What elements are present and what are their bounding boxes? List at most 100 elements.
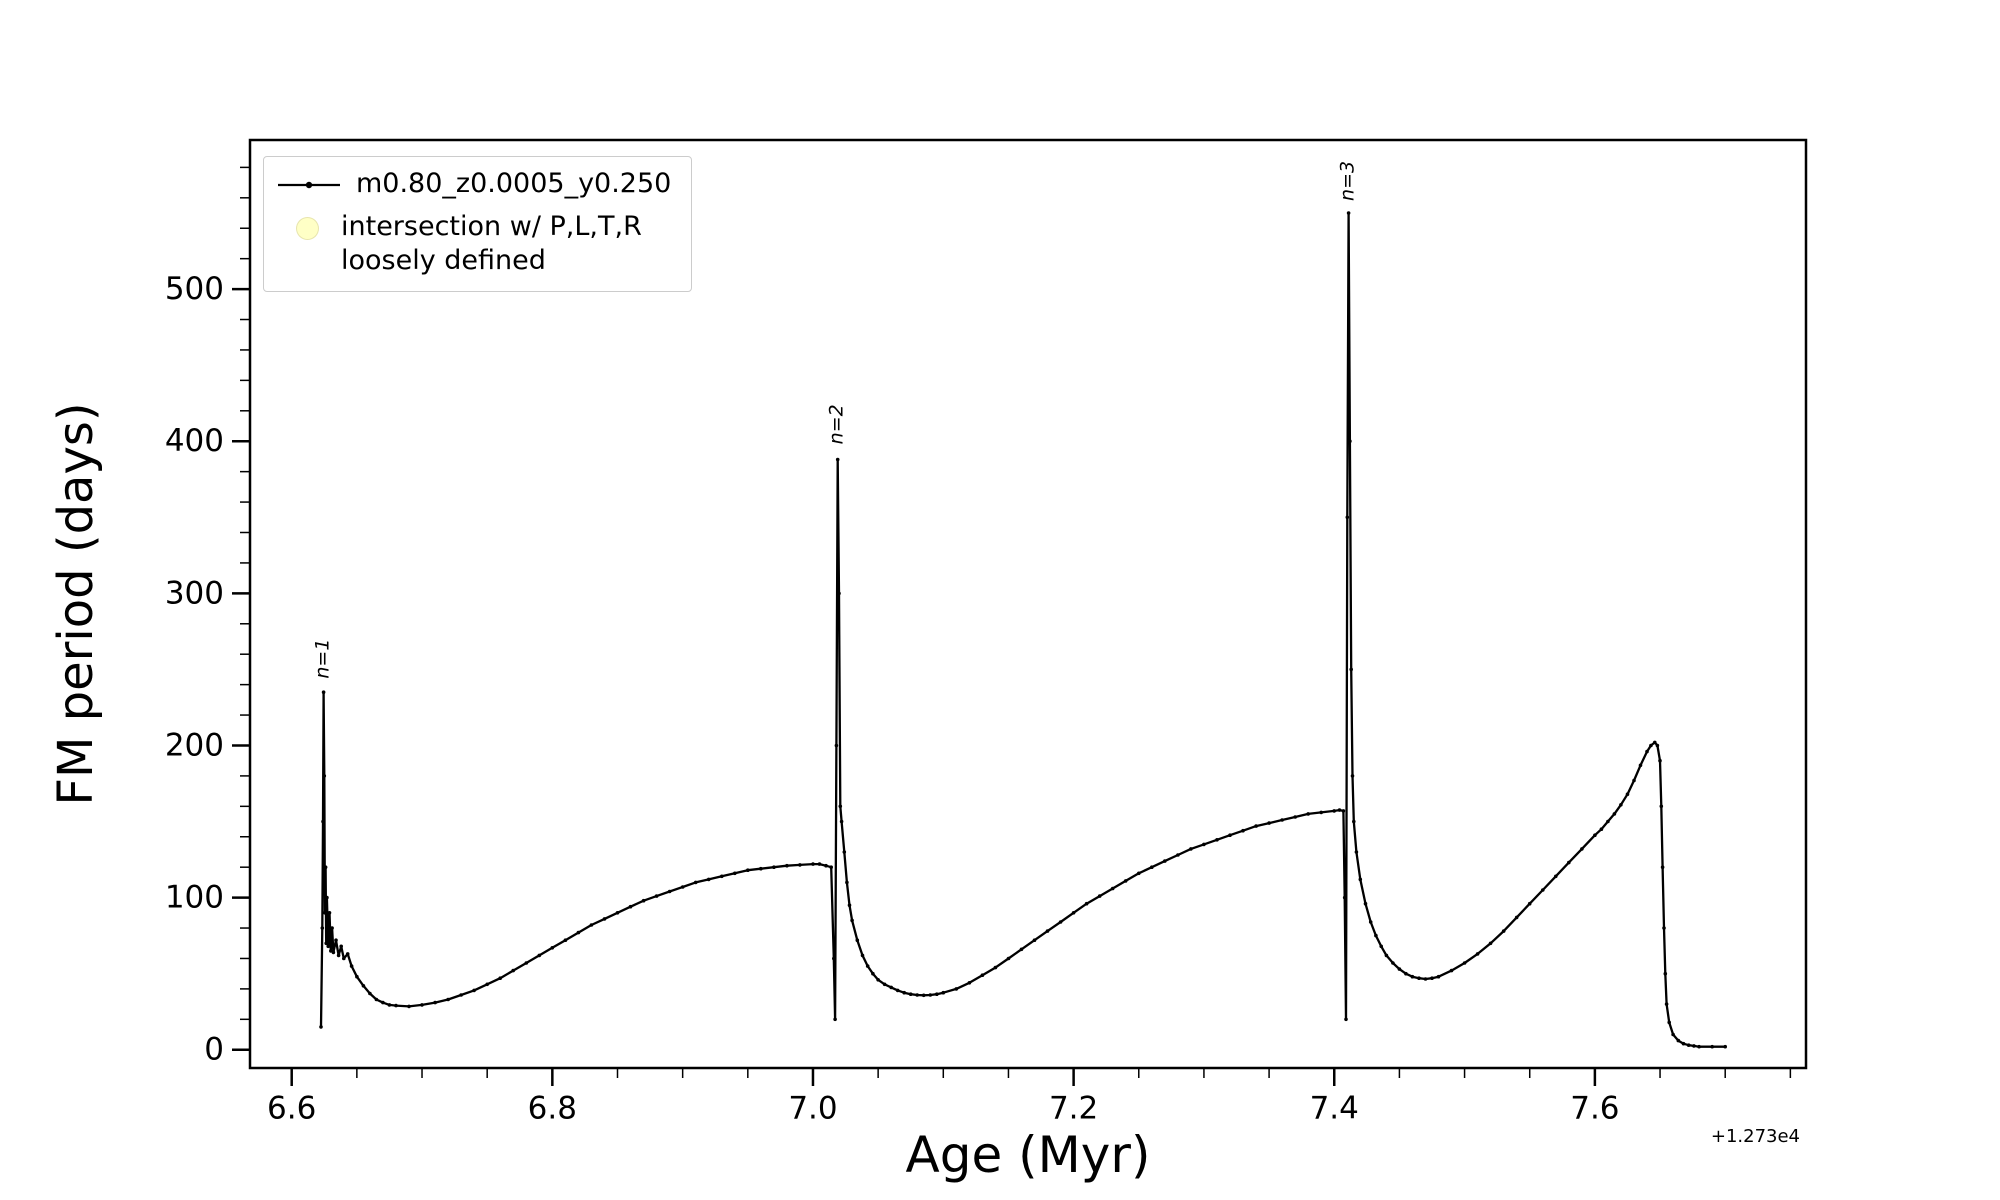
series-point xyxy=(319,1025,323,1029)
series-line xyxy=(319,211,1727,1048)
series-point xyxy=(345,952,350,956)
series-point xyxy=(1697,1044,1701,1049)
series-point xyxy=(1449,968,1454,973)
series-point xyxy=(1058,920,1063,924)
series-point xyxy=(355,974,359,979)
x-axis-offset-text: +1.273e4 xyxy=(1711,1126,1800,1147)
series-point xyxy=(835,457,840,462)
series-point xyxy=(1599,827,1604,831)
series-point xyxy=(1410,974,1415,979)
series-point xyxy=(446,997,450,1002)
series-point xyxy=(1541,888,1545,892)
series-point xyxy=(1404,971,1408,976)
series-point xyxy=(935,992,939,996)
series-point xyxy=(1293,815,1297,819)
series-point xyxy=(323,911,327,915)
series-point xyxy=(498,976,503,980)
series-point xyxy=(524,961,529,965)
series-point xyxy=(368,991,372,996)
series-point xyxy=(1593,833,1597,837)
series-point xyxy=(1348,439,1352,444)
series-point xyxy=(1337,808,1342,812)
series-point xyxy=(420,1003,424,1007)
series-point xyxy=(847,903,852,907)
series-point xyxy=(1612,812,1617,816)
series-point xyxy=(1341,809,1346,813)
series-point xyxy=(1032,938,1037,942)
series-point xyxy=(811,862,815,866)
series-point xyxy=(746,868,750,872)
legend-entry-series[interactable]: m0.80_z0.0005_y0.250 xyxy=(276,167,671,202)
series-point xyxy=(1123,879,1128,883)
series-point xyxy=(1417,976,1421,980)
series-point xyxy=(321,690,326,694)
series-point xyxy=(759,866,763,871)
series-point xyxy=(829,865,833,869)
series-point xyxy=(1662,926,1666,930)
series-point xyxy=(1580,847,1584,851)
series-point xyxy=(324,941,329,946)
series-point xyxy=(839,819,844,824)
series-point xyxy=(1475,952,1480,956)
series-point xyxy=(1189,847,1193,851)
series-point xyxy=(1045,929,1050,933)
series-point xyxy=(1625,792,1630,796)
series-point xyxy=(720,874,724,879)
series-point xyxy=(1137,871,1141,876)
series-point xyxy=(1350,774,1355,778)
series-point xyxy=(980,973,985,977)
series-point xyxy=(1554,874,1558,879)
y-tick-label: 0 xyxy=(204,1032,224,1068)
series-point xyxy=(394,1003,398,1008)
series-point xyxy=(1671,1032,1675,1037)
legend-entry-intersection[interactable]: intersection w/ P,L,T,R loosely defined xyxy=(276,210,671,279)
series-point xyxy=(1344,1017,1348,1022)
series-point xyxy=(1676,1038,1681,1043)
series-point xyxy=(1358,877,1363,882)
series-point xyxy=(331,950,336,955)
legend[interactable]: m0.80_z0.0005_y0.250 intersection w/ P,L… xyxy=(263,156,693,292)
series-point xyxy=(833,1017,837,1022)
series-point xyxy=(1176,853,1180,857)
series-point xyxy=(1215,838,1219,842)
y-axis-label: FM period (days) xyxy=(48,402,104,805)
series-point xyxy=(1352,819,1356,824)
y-tick-label: 200 xyxy=(165,727,224,763)
series-point xyxy=(785,863,789,868)
series-point xyxy=(902,990,906,995)
series-point xyxy=(602,917,607,921)
series-point xyxy=(832,956,836,961)
series-point xyxy=(320,926,325,930)
series-point xyxy=(374,997,379,1002)
series-point xyxy=(1664,1002,1669,1006)
series-point xyxy=(1723,1044,1727,1049)
series-point xyxy=(1319,810,1323,815)
series-point xyxy=(1019,947,1024,952)
series-markers xyxy=(319,211,1727,1049)
series-point xyxy=(882,982,887,987)
series-point xyxy=(845,880,849,885)
series-point xyxy=(576,930,581,935)
series-point xyxy=(1667,1020,1671,1025)
legend-line-sample xyxy=(278,181,340,189)
spike-annotation: n=3 xyxy=(1337,161,1359,201)
series-point xyxy=(329,949,333,953)
series-point xyxy=(322,774,327,778)
series-point xyxy=(928,993,933,997)
series-point xyxy=(954,987,959,991)
series-point xyxy=(1710,1044,1714,1049)
series-point xyxy=(1280,818,1284,822)
series-point xyxy=(1488,941,1493,946)
series-point xyxy=(1097,894,1102,898)
series-point xyxy=(993,965,998,970)
series-point xyxy=(361,984,366,988)
x-axis-label: Age (Myr) xyxy=(906,1126,1151,1184)
x-axis: 6.6 6.8 7.0 7.2 7.4 7.6 xyxy=(267,1068,1792,1126)
series-point xyxy=(1462,961,1467,965)
series-point xyxy=(1228,833,1232,837)
series-point xyxy=(817,862,822,866)
series-point xyxy=(433,1000,437,1005)
series-point xyxy=(336,953,341,958)
